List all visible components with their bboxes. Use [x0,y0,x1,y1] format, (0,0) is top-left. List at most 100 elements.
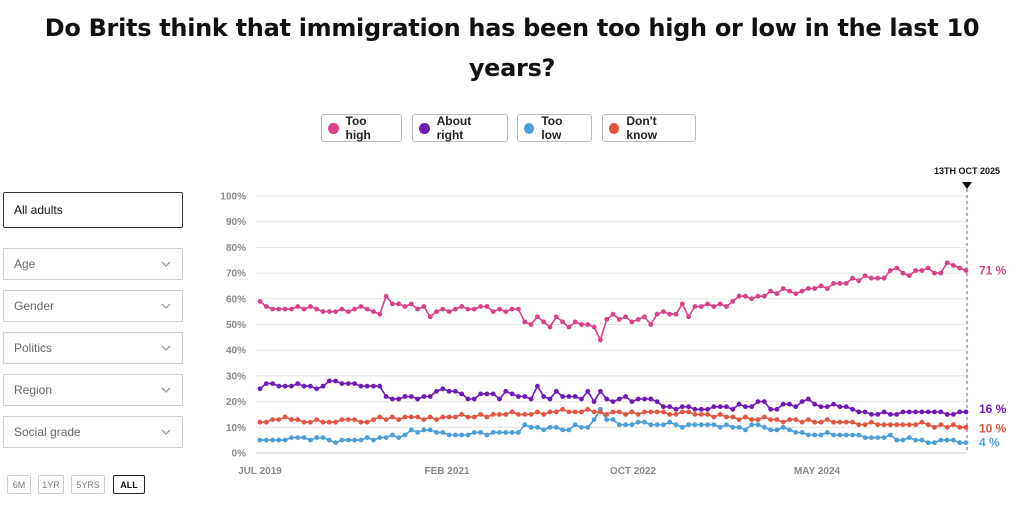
data-point [900,422,906,428]
x-tick-label: OCT 2022 [610,466,657,477]
range-6m-button[interactable]: 6M [7,475,31,494]
data-point [957,265,963,271]
data-point [875,275,881,281]
dropdown-label: Social grade [14,425,81,439]
data-point [679,404,685,410]
data-point [591,417,597,422]
data-point [881,409,887,415]
data-point [705,301,710,307]
data-point [333,440,338,446]
data-point [705,406,710,412]
data-point [616,396,622,402]
data-point [673,412,679,417]
data-point [862,435,868,440]
data-point [869,435,874,440]
data-point [289,435,294,440]
data-point [547,409,553,415]
data-point [963,440,969,446]
data-point [446,414,452,420]
data-point [465,432,471,438]
y-tick-label: 60% [226,294,246,305]
data-point [440,386,446,392]
data-point [263,304,269,309]
data-point [824,286,830,291]
data-point [471,414,477,420]
data-point [459,391,465,397]
range-5yrs-button[interactable]: 5YRS [71,475,105,494]
data-point [717,412,723,417]
data-point [951,422,956,428]
data-point [352,417,357,422]
data-point [509,391,515,397]
politics-dropdown[interactable]: Politics [3,332,183,364]
data-point [263,419,269,425]
data-point [875,435,881,440]
data-point [862,273,868,279]
data-point [780,424,786,430]
gender-dropdown[interactable]: Gender [3,290,183,322]
data-point [654,399,660,404]
data-point [837,419,843,425]
data-point [724,304,729,309]
data-point [686,314,691,320]
data-point [793,417,799,422]
age-dropdown[interactable]: Age [3,248,183,280]
region-dropdown[interactable]: Region [3,374,183,406]
data-point [484,414,490,420]
data-point [377,311,383,317]
data-point [516,394,521,399]
data-point [736,293,742,299]
data-point [654,409,660,415]
legend-too-high-button[interactable]: Too high [321,114,402,142]
range-1yr-button[interactable]: 1YR [38,475,64,494]
data-point [919,409,925,415]
data-point [377,435,383,440]
data-point [743,414,748,420]
data-point [661,422,666,428]
data-point [850,406,855,412]
data-point [396,396,402,402]
data-point [301,419,307,425]
data-point [358,304,364,309]
date-marker-arrow-icon [962,182,972,189]
data-point [270,437,275,443]
data-point [572,409,578,415]
date-marker-label: 13TH OCT 2025 [934,166,1000,176]
data-point [434,309,439,314]
data-point [282,414,288,420]
data-point [761,293,767,299]
audience-selector[interactable]: All adults [3,192,183,228]
legend-about-right-button[interactable]: About right [412,114,508,142]
data-point [906,422,912,428]
social-grade-dropdown[interactable]: Social grade [3,416,183,448]
data-point [610,399,616,404]
data-point [843,404,849,410]
dropdown-label: Politics [14,341,53,355]
range-all-button[interactable]: ALL [113,475,145,494]
data-point [894,265,900,271]
legend-too-low-button[interactable]: Too low [517,114,592,142]
data-point [484,432,490,438]
data-point [913,422,918,428]
data-point [585,406,591,412]
data-point [509,430,515,435]
data-point [888,412,893,417]
data-point [497,430,502,435]
data-point [352,381,357,386]
legend-dont-know-button[interactable]: Don't know [602,114,696,142]
data-point [427,414,433,420]
data-point [528,322,534,327]
data-point [528,396,534,402]
data-point [818,404,824,410]
data-point [579,396,584,402]
data-point [339,417,345,422]
data-point [774,427,780,433]
data-point [598,409,603,415]
data-point [919,437,925,443]
data-point [837,404,843,410]
data-point [692,422,698,428]
data-point [402,432,408,438]
data-point [843,432,849,438]
data-point [661,309,666,314]
page-title: Do Brits think that immigration has been… [44,14,980,82]
